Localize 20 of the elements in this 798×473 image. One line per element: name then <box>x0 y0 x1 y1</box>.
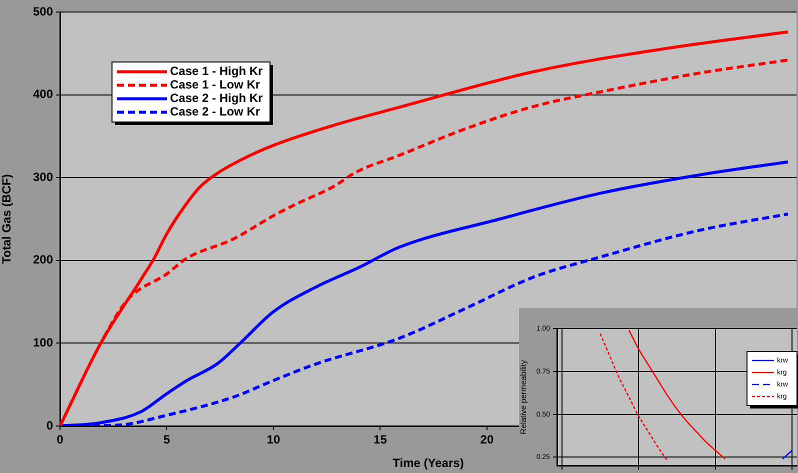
x-tick-label: 20 <box>480 432 494 447</box>
line-series <box>628 330 726 460</box>
x-tick-label: 5 <box>163 432 170 447</box>
x-axis-title: Time (Years) <box>392 456 464 470</box>
legend-label: Case 1 - High Kr <box>170 64 264 78</box>
legend-label: Case 1 - Low Kr <box>170 78 260 92</box>
y-tick-label: 400 <box>32 87 54 102</box>
legend-label: Case 2 - Low Kr <box>170 104 260 119</box>
x-tick-label: 15 <box>374 432 388 447</box>
y-axis-title: Relative permeability <box>519 360 528 434</box>
y-tick-label: 0 <box>46 418 54 432</box>
line-series <box>600 333 668 462</box>
legend-label: Case 2 - High Kr <box>170 91 264 106</box>
y-axis-title: Total Gas (BCF) <box>0 174 14 264</box>
y-tick-label: 300 <box>32 170 54 184</box>
y-tick-label: 200 <box>32 252 54 267</box>
y-tick-label: 100 <box>32 336 54 350</box>
x-tick-label: 0 <box>56 432 64 447</box>
x-tick-label: 10 <box>266 432 280 447</box>
y-tick-label: 500 <box>32 4 54 18</box>
